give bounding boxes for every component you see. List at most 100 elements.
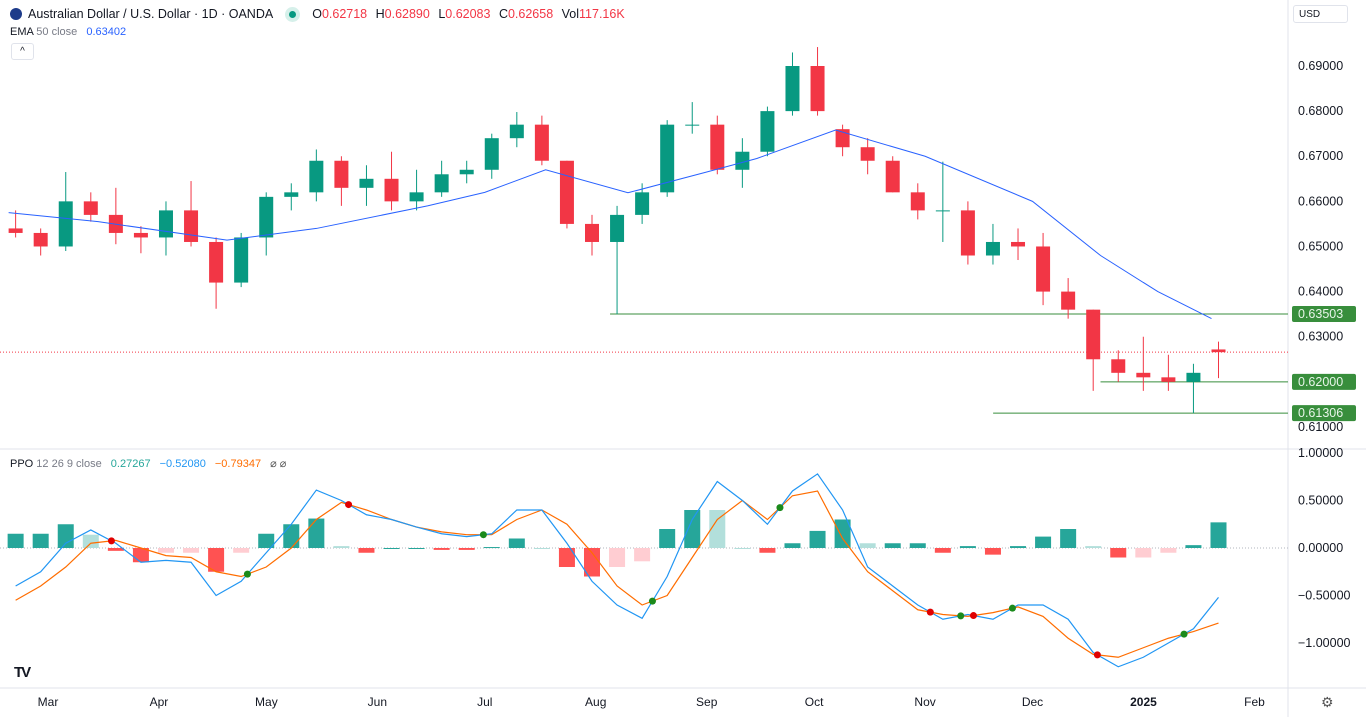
ppo-histogram-bar <box>834 519 851 548</box>
ppo-histogram-bar <box>333 546 350 548</box>
ppo-histogram-bar <box>734 548 751 549</box>
ppo-histogram-bar <box>1160 548 1177 553</box>
ohlc-values: O0.62718 H0.62890 L0.62083 C0.62658 Vol1… <box>312 7 629 21</box>
ppo-histogram-bar <box>533 548 550 549</box>
close-value: 0.62658 <box>507 7 554 21</box>
candle-body <box>710 124 725 170</box>
ppo-histogram-bar <box>784 543 801 548</box>
candle-body <box>1061 291 1076 310</box>
ppo-histogram-bar <box>57 524 74 548</box>
ppo-tick-label: 0.50000 <box>1298 494 1343 508</box>
ppo-signal-value: −0.79347 <box>214 458 262 470</box>
price-tick-label: 0.67000 <box>1298 149 1343 163</box>
candle-body <box>835 129 850 148</box>
time-tick-label: Sep <box>696 695 718 709</box>
candle-body <box>534 124 549 161</box>
ppo-histogram-bar <box>483 547 500 549</box>
time-tick-label: Feb <box>1244 695 1265 709</box>
ppo-histogram-bar <box>233 548 250 553</box>
ppo-extra-icons: ⌀ ⌀ <box>270 458 287 470</box>
bullish-cross-dot <box>1008 604 1016 612</box>
ppo-histogram-bar <box>408 548 425 549</box>
candle-body <box>158 210 173 238</box>
price-tick-label: 0.64000 <box>1298 285 1343 299</box>
level-price-tag <box>1292 306 1356 323</box>
collapse-legend-button[interactable]: ^ <box>11 43 34 60</box>
candle-body <box>259 196 274 238</box>
low-label: L <box>438 7 446 21</box>
candle-body <box>33 232 48 247</box>
symbol-title[interactable]: Australian Dollar / U.S. Dollar · 1D · O… <box>28 7 274 21</box>
ppo-histogram-bar <box>1210 522 1227 548</box>
ppo-histogram-bar <box>1110 548 1127 558</box>
candle-body <box>234 237 249 283</box>
settings-gear-icon[interactable]: ⚙ <box>1321 694 1334 710</box>
ppo-params: 12 26 9 close <box>36 458 102 470</box>
ppo-histogram-bar <box>157 548 174 553</box>
ema-params: 50 close <box>36 26 78 38</box>
time-tick-label: Aug <box>585 695 606 709</box>
candle-body <box>910 192 925 211</box>
candle-body <box>559 160 574 224</box>
candle-body <box>785 66 800 112</box>
time-tick-label: May <box>255 695 278 709</box>
close-label: C <box>498 7 508 21</box>
market-open-icon <box>289 10 297 18</box>
symbol-header: Australian Dollar / U.S. Dollar · 1D · O… <box>10 7 630 21</box>
candle-body <box>1161 377 1176 382</box>
ppo-histogram-bar <box>809 530 826 548</box>
candle-body <box>960 210 975 256</box>
price-tick-label: 0.65000 <box>1298 239 1343 253</box>
time-tick-label: Dec <box>1022 695 1043 709</box>
ppo-histogram-bar <box>1060 529 1077 548</box>
ppo-histogram-bar <box>1085 546 1102 548</box>
candle-body <box>8 228 23 233</box>
level-price-label: 0.62000 <box>1298 375 1343 389</box>
time-tick-label: 2025 <box>1130 695 1157 709</box>
candle-body <box>660 124 675 193</box>
ema-legend[interactable]: EMA 50 close 0.63402 <box>10 26 126 38</box>
candle-body <box>409 192 424 202</box>
high-label: H <box>375 7 385 21</box>
candle-body <box>334 160 349 188</box>
ppo-histogram-bar <box>709 510 726 548</box>
ppo-histogram-bar <box>934 548 951 553</box>
candle-body <box>985 241 1000 256</box>
candle-body <box>58 201 73 247</box>
ema-name: EMA <box>10 26 34 38</box>
candle-body <box>685 124 700 126</box>
candle-body <box>1211 349 1226 353</box>
ppo-histogram-bar <box>1035 536 1052 548</box>
ppo-histogram-bar <box>308 518 325 548</box>
ppo-histogram-bar <box>959 546 976 548</box>
ppo-histogram-bar <box>258 533 275 548</box>
candle-body <box>935 210 950 212</box>
bearish-cross-dot <box>1093 651 1101 659</box>
candle-body <box>1186 372 1201 382</box>
ppo-histogram-bar <box>584 548 600 577</box>
candle-body <box>133 232 148 238</box>
candle-body <box>1036 246 1051 292</box>
volume-label: Vol <box>561 7 580 21</box>
candle-body <box>209 241 224 283</box>
ppo-histogram-bar <box>7 533 24 548</box>
candle-body <box>284 192 299 197</box>
bearish-cross-dot <box>345 501 353 509</box>
bullish-cross-dot <box>648 597 656 605</box>
candle-body <box>1111 359 1126 373</box>
currency-select[interactable]: USD <box>1293 5 1348 23</box>
ppo-histogram-bar <box>32 533 49 548</box>
ppo-line <box>15 473 1219 668</box>
level-price-tag <box>1292 405 1356 422</box>
bearish-cross-dot <box>969 612 977 620</box>
ppo-legend[interactable]: PPO 12 26 9 close 0.27267 −0.52080 −0.79… <box>10 457 286 470</box>
time-tick-label: Nov <box>914 695 935 709</box>
ppo-histogram-bar <box>984 548 1001 555</box>
bullish-cross-dot <box>957 612 965 620</box>
ppo-histogram-bar <box>433 548 450 550</box>
candle-body <box>83 201 98 215</box>
tradingview-logo[interactable]: TV <box>14 664 31 681</box>
ppo-histogram-bar <box>183 548 200 553</box>
ppo-histogram-bar <box>759 548 776 553</box>
